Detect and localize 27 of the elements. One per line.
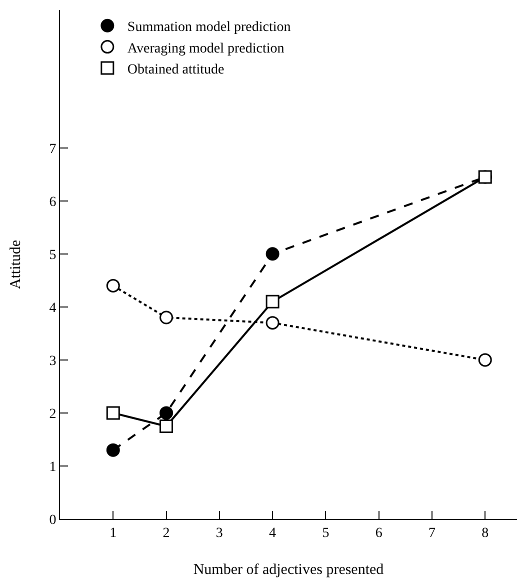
x-tick-label: 6	[375, 526, 382, 541]
x-tick-label: 3	[216, 526, 223, 541]
point	[106, 406, 120, 420]
y-tick-label: 3	[49, 354, 56, 369]
x-tick-label: 7	[428, 526, 436, 541]
point	[266, 247, 280, 261]
legend-label: Summation model prediction	[127, 20, 291, 36]
x-tick-label: 2	[162, 526, 170, 541]
point	[160, 419, 174, 433]
y-tick-label: 7	[49, 142, 56, 157]
x-tick-label: 4	[269, 526, 276, 541]
y-tick-label: 1	[49, 460, 56, 475]
point	[160, 406, 174, 420]
y-axis-title: Attitude	[8, 240, 24, 290]
legend-label: Obtained attitude	[127, 62, 224, 78]
x-tick-label: 1	[110, 526, 117, 541]
y-tick-label: 4	[49, 300, 56, 316]
x-tick-label: 5	[322, 526, 330, 541]
y-tick-label: 6	[49, 194, 56, 210]
point	[106, 443, 120, 457]
point	[266, 294, 280, 308]
x-axis-title: Number of adjectives presented	[193, 562, 384, 578]
legend-label: Averaging model prediction	[127, 41, 284, 56]
y-tick-label: 5	[49, 248, 56, 263]
y-tick-label: 2	[49, 406, 56, 422]
x-tick-label: 8	[482, 526, 489, 541]
y-tick-label: 0	[49, 512, 56, 528]
